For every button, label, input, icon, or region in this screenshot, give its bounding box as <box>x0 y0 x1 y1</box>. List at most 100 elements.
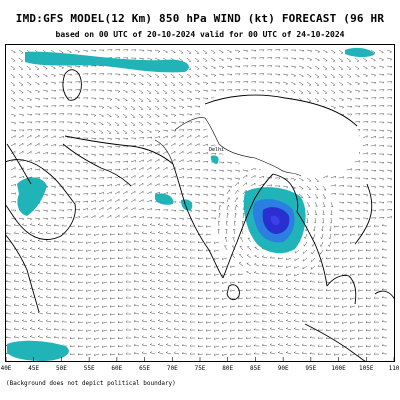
wind-barb <box>362 81 369 85</box>
wind-barb <box>194 65 200 70</box>
wind-barb <box>162 113 169 118</box>
wind-barb <box>333 353 340 356</box>
wind-barb <box>269 351 276 355</box>
wind-barb <box>66 169 73 173</box>
footnote: (Background does not depict political bo… <box>6 380 176 387</box>
wind-barb <box>239 246 244 251</box>
wind-barb <box>365 240 372 244</box>
wind-barb <box>253 312 260 315</box>
wind-barb <box>301 319 308 323</box>
place-label-delhi: Delhi <box>209 147 224 153</box>
wind-barb <box>178 121 185 124</box>
wind-barb <box>202 57 208 62</box>
wind-barb <box>226 161 233 165</box>
wind-barb <box>245 296 252 299</box>
wind-barb <box>90 177 97 180</box>
wind-barb <box>149 255 156 259</box>
wind-barb <box>82 200 89 203</box>
wind-barb <box>346 97 353 101</box>
wind-barb <box>117 312 124 315</box>
wind-barb <box>34 89 41 93</box>
wind-barb <box>250 65 257 68</box>
wind-barb <box>341 297 348 300</box>
wind-barb <box>109 321 116 324</box>
wind-barb <box>154 89 160 94</box>
wind-barb <box>242 81 249 84</box>
coast-arabia <box>5 159 76 240</box>
wind-barb <box>170 49 176 54</box>
wind-barb <box>210 89 217 92</box>
wind-barb <box>5 256 12 259</box>
longitude-label: 45E <box>28 365 40 372</box>
wind-barb <box>328 241 332 248</box>
wind-barb <box>379 153 385 156</box>
wind-barb <box>162 81 168 86</box>
wind-barb <box>178 150 184 155</box>
wind-barb <box>82 208 89 211</box>
wind-barb <box>210 57 216 62</box>
coast-borneo <box>374 290 395 301</box>
wind-barb <box>290 177 297 181</box>
wind-barb <box>370 144 377 147</box>
wind-barb <box>122 57 129 60</box>
boundary-india-north <box>174 117 302 177</box>
wind-barb <box>309 288 316 291</box>
wind-barb <box>138 207 144 211</box>
wind-barb <box>194 217 201 221</box>
wind-barb <box>82 113 89 117</box>
wind-barb <box>245 344 252 347</box>
wind-barb <box>294 257 300 262</box>
wind-barb <box>93 241 100 244</box>
wind-barb <box>178 159 184 163</box>
wind-barb <box>373 240 380 243</box>
wind-barb <box>378 161 385 164</box>
wind-barb <box>261 327 268 331</box>
wind-barb <box>34 73 40 78</box>
wind-barb <box>173 239 180 243</box>
wind-barb <box>354 201 361 205</box>
wind-barb <box>21 295 28 299</box>
wind-barb <box>370 65 377 69</box>
wind-barb <box>234 73 241 76</box>
wind-barb <box>117 296 124 299</box>
wind-barb <box>93 265 100 268</box>
wind-barb <box>258 89 265 92</box>
wind-barb <box>226 189 231 195</box>
wind-barb <box>18 121 25 124</box>
wind-barb <box>261 343 268 347</box>
wind-barb <box>98 214 104 219</box>
wind-barb <box>229 305 236 308</box>
wind-barb <box>101 353 108 356</box>
wind-barb <box>98 207 104 211</box>
wind-barb <box>181 352 188 355</box>
wind-barb <box>194 121 201 124</box>
wind-barb <box>50 201 57 205</box>
wind-barb <box>77 241 84 244</box>
wind-barb <box>317 296 324 299</box>
wind-barb <box>341 233 348 236</box>
wind-barb <box>141 327 148 331</box>
wind-barb <box>189 248 196 251</box>
wind-barb <box>357 257 364 260</box>
wind-barb <box>234 49 241 53</box>
wind-barb <box>125 272 131 275</box>
wind-barb <box>349 273 356 276</box>
wind-barb <box>85 321 92 324</box>
wind-barb <box>378 89 385 92</box>
wind-barb <box>133 319 140 323</box>
wind-barb <box>245 336 252 339</box>
wind-barb <box>362 161 369 164</box>
wind-barb <box>133 239 140 243</box>
wind-barb <box>325 256 332 260</box>
wind-barb <box>210 209 217 212</box>
wind-barb <box>314 89 320 94</box>
wind-barb <box>146 166 152 171</box>
wind-barb <box>125 248 131 251</box>
wind-barb <box>325 344 332 348</box>
wind-barb <box>10 81 16 86</box>
wind-barb <box>101 329 108 332</box>
wind-barb <box>181 336 188 339</box>
wind-barb <box>205 297 212 300</box>
wind-barb <box>157 287 164 291</box>
wind-barb <box>66 105 73 108</box>
